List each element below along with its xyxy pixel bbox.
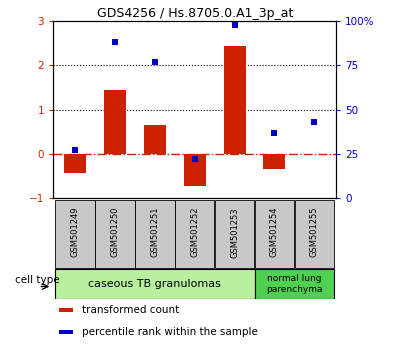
Text: GSM501252: GSM501252 [190,207,199,257]
Bar [263,154,285,170]
Point [310,119,317,125]
Point [270,130,277,136]
Bar [183,154,205,186]
Bar [55,269,254,299]
Bar [223,46,245,154]
Text: caseous TB granulomas: caseous TB granulomas [88,279,221,289]
Text: GSM501251: GSM501251 [150,207,159,257]
Text: GSM501250: GSM501250 [110,207,119,257]
Point [72,148,78,153]
Text: GSM501253: GSM501253 [229,207,238,258]
Text: cell type: cell type [15,275,59,285]
Bar [294,200,333,268]
Bar [64,154,86,173]
Bar [95,200,135,268]
Text: transformed count: transformed count [81,305,178,315]
Bar [254,200,293,268]
Text: GSM501254: GSM501254 [269,207,278,257]
Title: GDS4256 / Hs.8705.0.A1_3p_at: GDS4256 / Hs.8705.0.A1_3p_at [97,7,292,20]
Bar [254,269,333,299]
Text: percentile rank within the sample: percentile rank within the sample [81,327,257,337]
Point [151,59,158,65]
Bar [104,90,126,154]
Text: GSM501249: GSM501249 [70,207,79,257]
Text: GSM501255: GSM501255 [309,207,318,257]
Point [191,156,198,162]
Bar [59,330,72,334]
Bar [59,308,72,312]
Bar [175,200,214,268]
Bar [135,200,174,268]
Bar [144,125,166,154]
Point [231,22,237,28]
Bar [214,200,254,268]
Bar [55,200,95,268]
Point [112,40,118,45]
Text: normal lung
parenchyma: normal lung parenchyma [265,274,322,294]
